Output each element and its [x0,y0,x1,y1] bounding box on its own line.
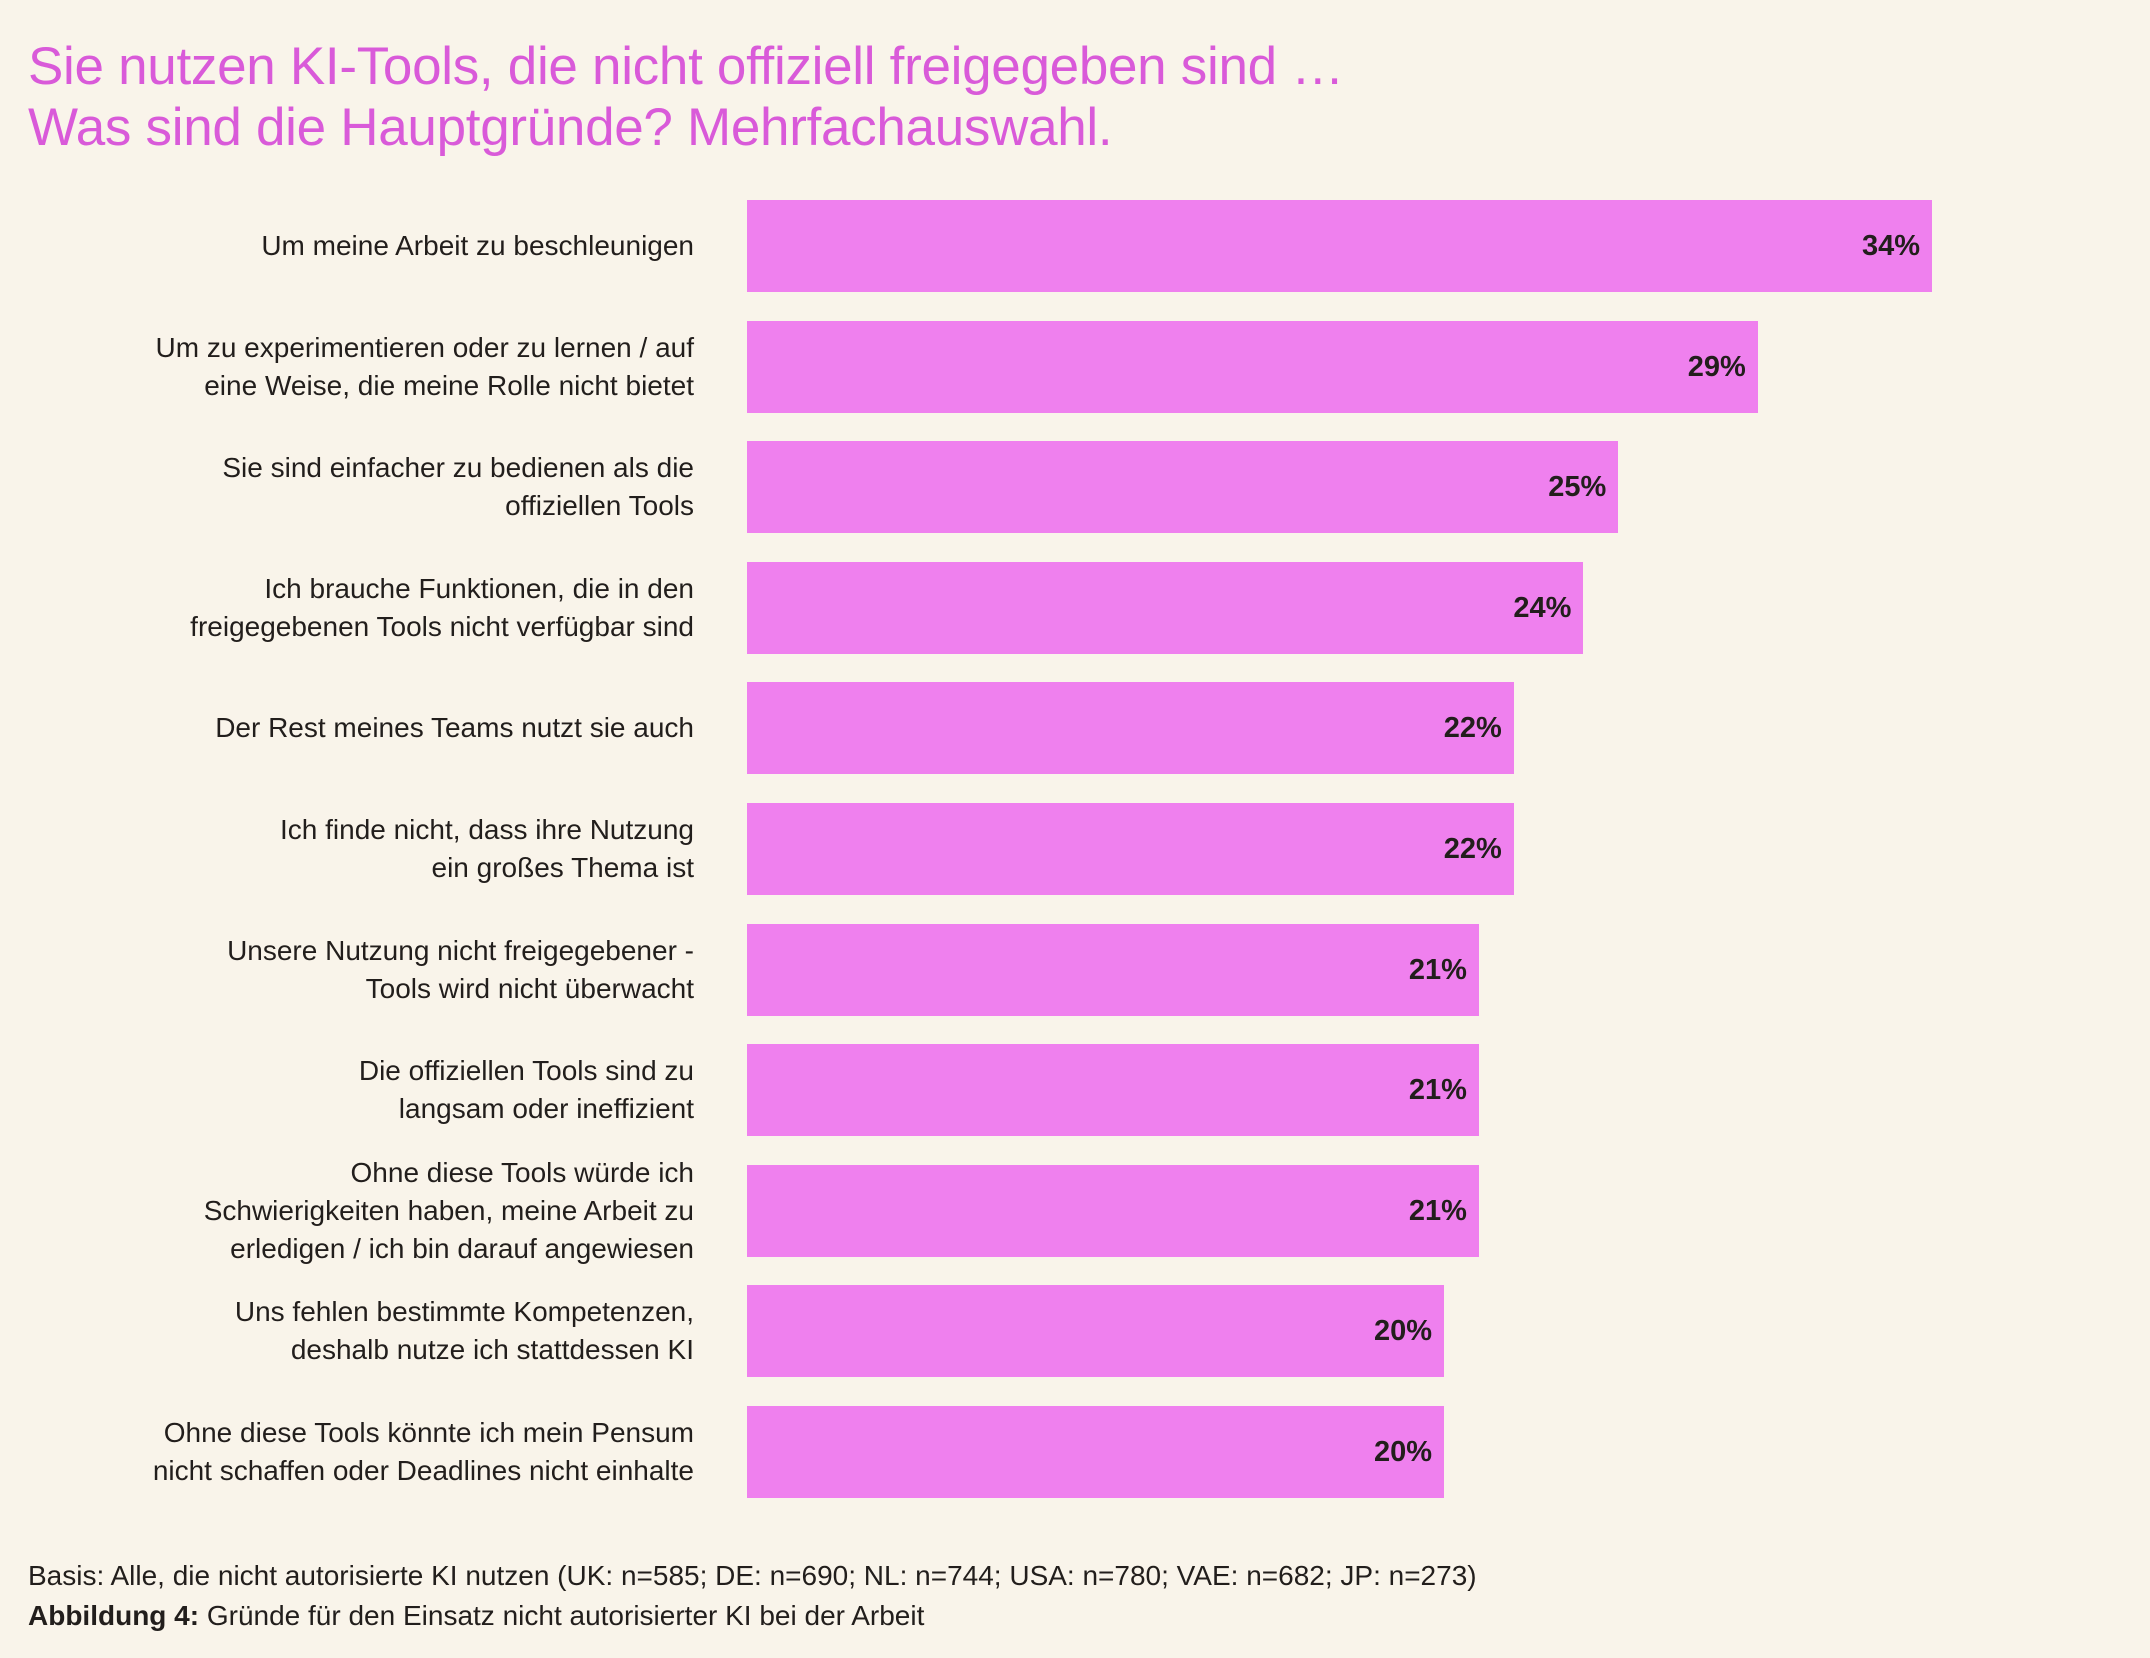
chart-title: Sie nutzen KI-Tools, die nicht offiziell… [28,36,1344,158]
bar-value-label: 22% [1443,712,1502,745]
category-label: Sie sind einfacher zu bedienen als die o… [222,452,694,522]
bar-chart: Um meine Arbeit zu beschleunigen 34% Um zu… [152,200,1932,1498]
figure-caption: Abbildung 4: Gründe für den Einsatz nich… [28,1596,1477,1636]
bar: 29% [747,320,1758,413]
category-label: Um zu experimentieren oder zu lernen / a… [155,331,695,401]
category-label: Ohne diese Tools könnte ich mein Pensum … [152,1417,694,1486]
bar: 21% [747,923,1479,1016]
bar: 21% [747,1044,1479,1137]
bar: 20% [747,1406,1445,1498]
figure-caption-text: Gründe für den Einsatz nicht autorisiert… [199,1600,925,1631]
bar-value-label: 21% [1408,953,1467,986]
category-label: Ich brauche Funktionen, die in den freig… [190,572,694,642]
bar: 25% [747,441,1619,534]
bar: 34% [747,200,1932,292]
figure-label: Abbildung 4: [28,1600,200,1631]
bar-value-label: 21% [1408,1194,1467,1227]
bar-value-label: 22% [1443,833,1502,865]
bar-value-label: 20% [1374,1315,1433,1348]
bar: 24% [747,561,1584,654]
chart-title-line-1: Sie nutzen KI-Tools, die nicht offiziell… [28,37,1344,96]
category-label: Unsere Nutzung nicht freigegebener - Too… [227,934,694,1004]
category-label: Die offiziellen Tools sind zu langsam od… [358,1055,694,1125]
bar-value-label: 29% [1687,350,1746,383]
category-label: Ich finde nicht, dass ihre Nutzung ein g… [279,814,694,883]
bar-value-label: 24% [1513,591,1572,624]
bar-value-label: 20% [1374,1436,1433,1468]
chart-footer: Basis: Alle, die nicht autorisierte KI n… [28,1556,1477,1636]
bar-value-label: 21% [1408,1074,1467,1107]
basis-note: Basis: Alle, die nicht autorisierte KI n… [28,1560,1477,1591]
chart-title-line-2: Was sind die Hauptgründe? Mehrfachauswah… [28,98,1113,157]
category-label: Der Rest meines Teams nutzt sie auch [215,712,694,744]
bar: 22% [747,682,1514,775]
category-label: Ohne diese Tools würde ich Schwierigkeit… [203,1156,694,1264]
category-label: Uns fehlen bestimmte Kompetenzen, deshal… [234,1296,694,1366]
category-label: Um meine Arbeit zu beschleunigen [261,230,694,261]
bar: 22% [747,803,1514,895]
bar-value-label: 25% [1548,471,1607,504]
bar: 20% [747,1285,1445,1378]
bar-value-label: 34% [1861,230,1920,262]
bar: 21% [747,1164,1479,1257]
